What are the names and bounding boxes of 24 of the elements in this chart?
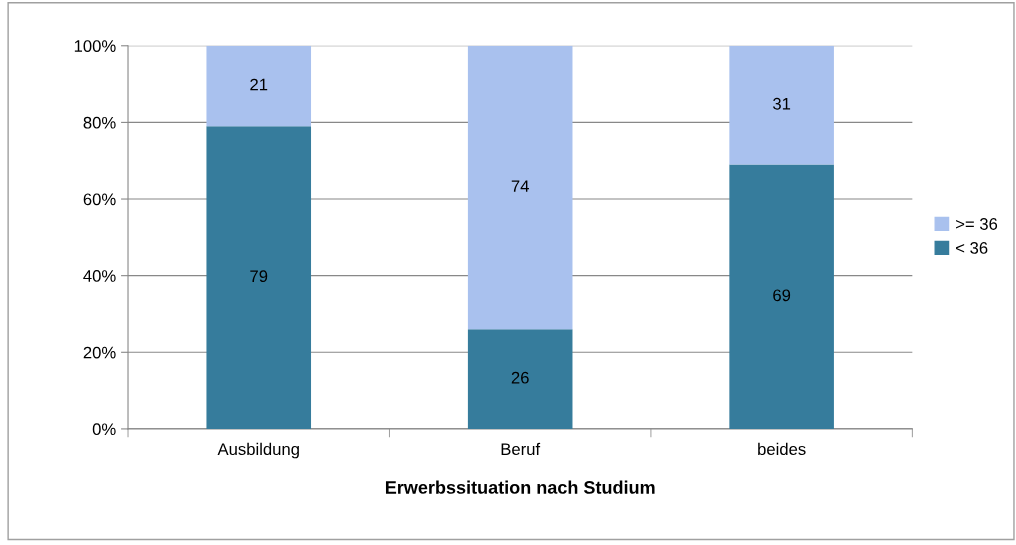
x-tick-label: beides bbox=[758, 442, 806, 456]
y-tick-label: 40% bbox=[83, 270, 116, 282]
bar bbox=[729, 45, 834, 165]
x-tick-label: Beruf bbox=[501, 442, 541, 456]
data-label: 69 bbox=[773, 289, 791, 302]
x-axis-title: Erwerbssituation nach Studium bbox=[385, 480, 655, 494]
data-label: 26 bbox=[511, 371, 529, 384]
data-label: 74 bbox=[511, 180, 529, 192]
legend-label: < 36 bbox=[956, 242, 988, 254]
legend-label: >= 36 bbox=[956, 218, 998, 230]
bar bbox=[467, 45, 573, 330]
data-label: 31 bbox=[773, 97, 791, 110]
bar bbox=[206, 126, 312, 429]
x-tick-label: Ausbildung bbox=[217, 442, 299, 459]
data-label: 21 bbox=[250, 78, 268, 91]
bar bbox=[467, 329, 573, 429]
y-tick-label: 60% bbox=[83, 193, 116, 206]
data-label: 79 bbox=[250, 270, 268, 283]
y-tick-label: 100% bbox=[74, 40, 116, 52]
bar bbox=[729, 164, 834, 429]
y-tick-label: 0% bbox=[92, 423, 116, 436]
bar bbox=[206, 45, 312, 127]
y-tick-label: 80% bbox=[83, 116, 116, 129]
y-tick-label: 20% bbox=[83, 346, 116, 359]
